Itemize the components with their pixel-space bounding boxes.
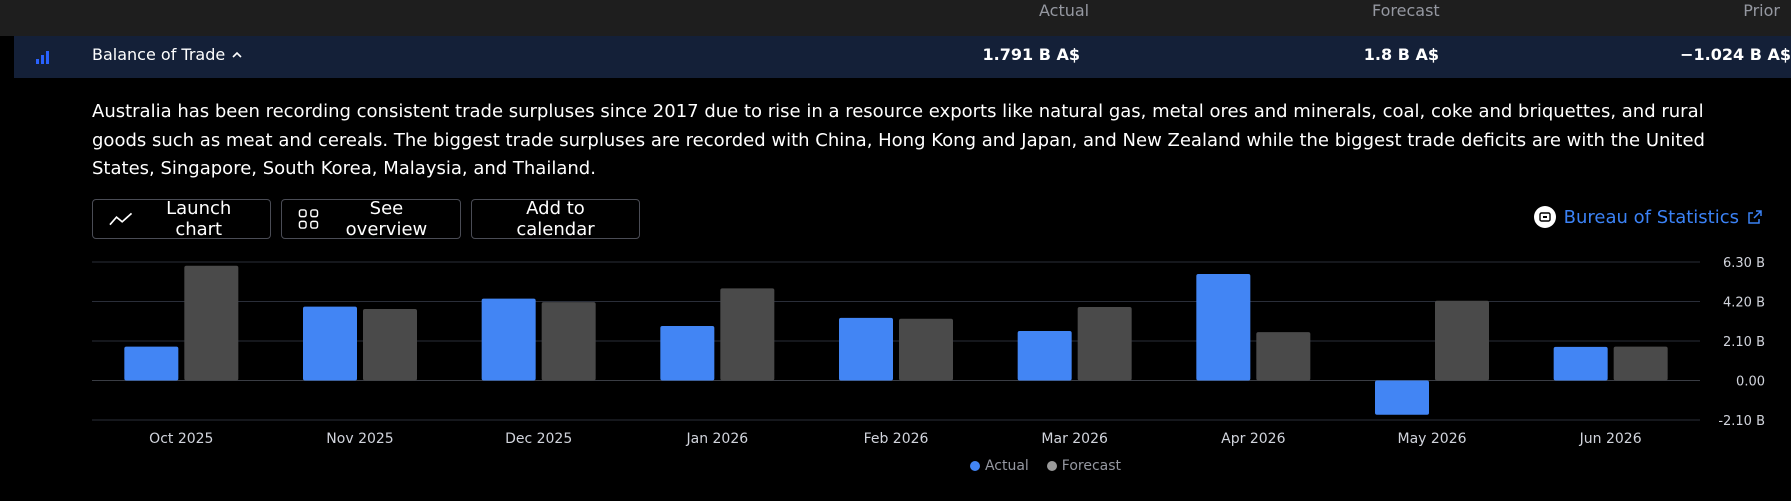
x-tick-label: Jan 2026: [685, 431, 748, 447]
legend-forecast[interactable]: Forecast: [1046, 458, 1122, 474]
grid-icon: [298, 209, 319, 229]
actual-bar[interactable]: [1375, 380, 1429, 415]
see-overview-button[interactable]: See overview: [281, 198, 461, 240]
bureau-logo-icon: [1533, 206, 1556, 228]
forecast-bar[interactable]: [1613, 346, 1668, 381]
event-description: Australia has been recording consistent …: [92, 101, 1705, 179]
prior-value: −1.024 B A$: [1680, 45, 1791, 64]
bar-chart-icon: [34, 48, 52, 66]
source-link[interactable]: Bureau of Statistics: [1533, 206, 1763, 228]
forecast-bar[interactable]: [1435, 300, 1489, 381]
external-link-icon: [1748, 210, 1762, 224]
x-tick-label: Nov 2025: [326, 431, 393, 447]
forecast-bar[interactable]: [1077, 306, 1132, 381]
actual-bar[interactable]: [1196, 274, 1251, 381]
add-to-calendar-label: Add to calendar: [516, 198, 595, 240]
forecast-dot-icon: [1046, 461, 1057, 471]
y-tick-label: 6.30 B: [1723, 256, 1765, 271]
legend-actual[interactable]: Actual: [969, 458, 1029, 474]
actual-bar[interactable]: [1553, 346, 1608, 381]
legend-actual-label: Actual: [984, 458, 1029, 474]
actual-dot-icon: [969, 461, 980, 471]
chart-legend: Actual Forecast: [0, 458, 1791, 474]
y-tick-label: 2.10 B: [1723, 335, 1765, 350]
chevron-up-icon: [232, 51, 242, 58]
y-tick-label: -2.10 B: [1718, 414, 1765, 429]
launch-chart-button[interactable]: Launch chart: [92, 198, 271, 240]
add-to-calendar-button[interactable]: Add to calendar: [471, 198, 640, 240]
x-tick-label: Mar 2026: [1041, 431, 1108, 447]
x-tick-label: Oct 2025: [149, 431, 213, 447]
x-tick-label: Feb 2026: [864, 431, 929, 447]
forecast-bar[interactable]: [899, 318, 953, 381]
legend-forecast-label: Forecast: [1061, 458, 1122, 474]
forecast-value: 1.8 B A$: [1363, 45, 1439, 64]
x-tick-label: Jun 2026: [1579, 431, 1642, 447]
forecast-bar[interactable]: [541, 302, 596, 381]
trade-balance-chart: 6.30 B 4.20 B 2.10 B 0.00 -2.10 B Oct 2025 No…: [92, 256, 1765, 447]
event-name: Balance of Trade: [92, 45, 226, 64]
event-name-toggle[interactable]: Balance of Trade: [92, 45, 243, 64]
forecast-column-header: Forecast: [1372, 1, 1440, 20]
y-tick-label: 0.00: [1736, 375, 1765, 390]
forecast-bar[interactable]: [720, 288, 775, 381]
actual-bar[interactable]: [481, 298, 536, 381]
x-tick-label: Apr 2026: [1221, 431, 1285, 447]
forecast-bar[interactable]: [363, 309, 417, 381]
actual-bar[interactable]: [660, 325, 715, 381]
see-overview-label: See overview: [345, 198, 428, 240]
x-tick-label: May 2026: [1397, 431, 1466, 447]
actual-column-header: Actual: [1039, 1, 1090, 20]
source-label: Bureau of Statistics: [1563, 206, 1739, 228]
forecast-bar[interactable]: [1256, 332, 1311, 381]
actual-value: 1.791 B A$: [982, 45, 1080, 64]
actual-bar[interactable]: [124, 346, 179, 381]
actual-bar[interactable]: [839, 317, 893, 381]
y-tick-label: 4.20 B: [1723, 296, 1765, 311]
event-row[interactable]: Balance of Trade 1.791 B A$ 1.8 B A$ −1.…: [14, 36, 1791, 78]
table-header: Actual Forecast Prior: [0, 0, 1791, 36]
x-tick-label: Dec 2025: [505, 431, 572, 447]
line-chart-icon: [109, 212, 133, 226]
actual-bar[interactable]: [303, 306, 357, 381]
launch-chart-label: Launch chart: [166, 198, 232, 240]
prior-column-header: Prior: [1743, 1, 1780, 20]
forecast-bar[interactable]: [184, 265, 239, 381]
actual-bar[interactable]: [1017, 331, 1072, 381]
